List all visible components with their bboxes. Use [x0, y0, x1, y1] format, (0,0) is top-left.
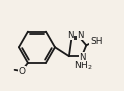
Text: N: N — [77, 31, 84, 40]
Text: N: N — [79, 53, 86, 62]
Text: N: N — [67, 31, 74, 40]
Text: NH$_2$: NH$_2$ — [74, 60, 93, 72]
Text: SH: SH — [90, 37, 102, 46]
Text: O: O — [18, 67, 25, 76]
